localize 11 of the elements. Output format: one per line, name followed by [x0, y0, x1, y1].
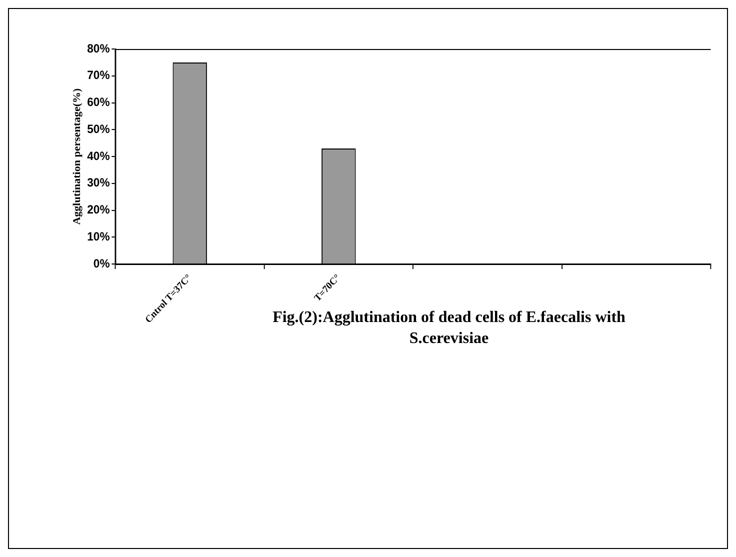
y-tick-label: 30% [87, 176, 110, 190]
y-tick-label: 10% [87, 230, 110, 244]
y-tick-label: 20% [87, 203, 110, 217]
text: Fig.(2):Agglutination of dead cells of E.faecalis with S.cerevisiae [272, 308, 626, 349]
y-tick-label: 50% [87, 122, 110, 136]
y-tick-label: 60% [87, 96, 110, 110]
y-tick-label: 70% [87, 68, 110, 82]
y-axis-title: Agglutination persentage(%) [71, 88, 83, 225]
y-tick-label: 40% [87, 150, 110, 163]
y-tick-label: 0% [93, 257, 110, 270]
y-tick-label: 80% [87, 42, 110, 56]
